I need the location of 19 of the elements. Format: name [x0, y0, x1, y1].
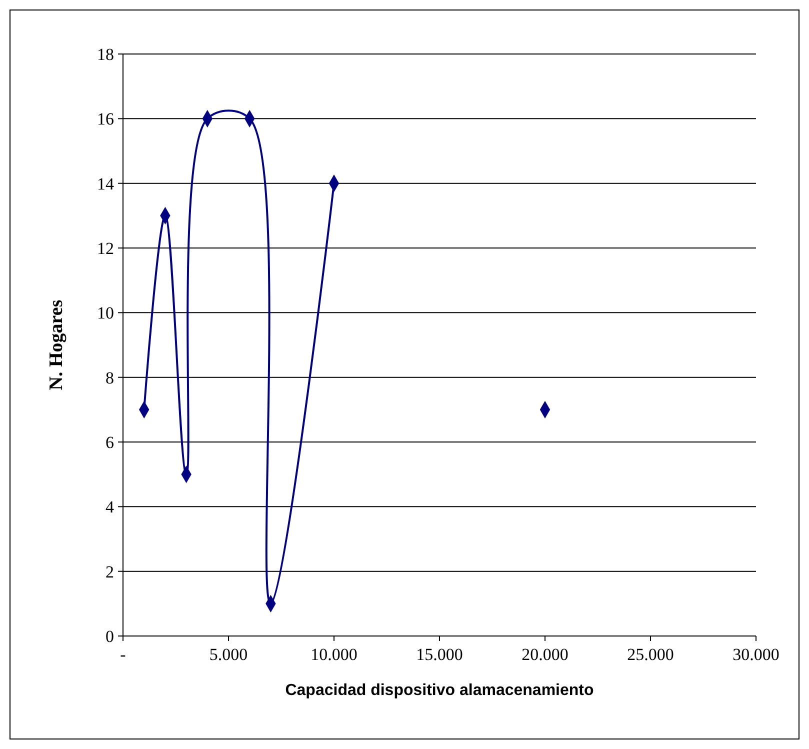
y-tick-label: 16	[97, 110, 114, 129]
x-tick-label: 10.000	[310, 645, 358, 664]
y-tick-label: 18	[97, 44, 114, 64]
x-tick-label: 30.000	[732, 645, 780, 664]
x-tick-label: 20.000	[522, 645, 568, 664]
y-tick-label: 2	[106, 562, 114, 582]
x-tick-label: 5.000	[209, 645, 248, 664]
x-axis-title: Capacidad dispositivo alamacenamiento	[285, 682, 594, 699]
y-tick-label: 0	[106, 626, 114, 646]
x-tick-label: 15.000	[416, 645, 463, 664]
y-tick-label: 10	[97, 304, 114, 323]
x-tick-label: -	[120, 645, 126, 664]
y-tick-label: 8	[106, 368, 114, 388]
y-tick-label: 4	[106, 498, 114, 517]
y-axis-title: N. Hogares	[46, 300, 67, 390]
y-tick-label: 6	[106, 432, 114, 452]
y-tick-label: 14	[97, 174, 114, 194]
y-tick-label: 12	[97, 238, 114, 258]
x-tick-label: 25.000	[627, 645, 674, 664]
